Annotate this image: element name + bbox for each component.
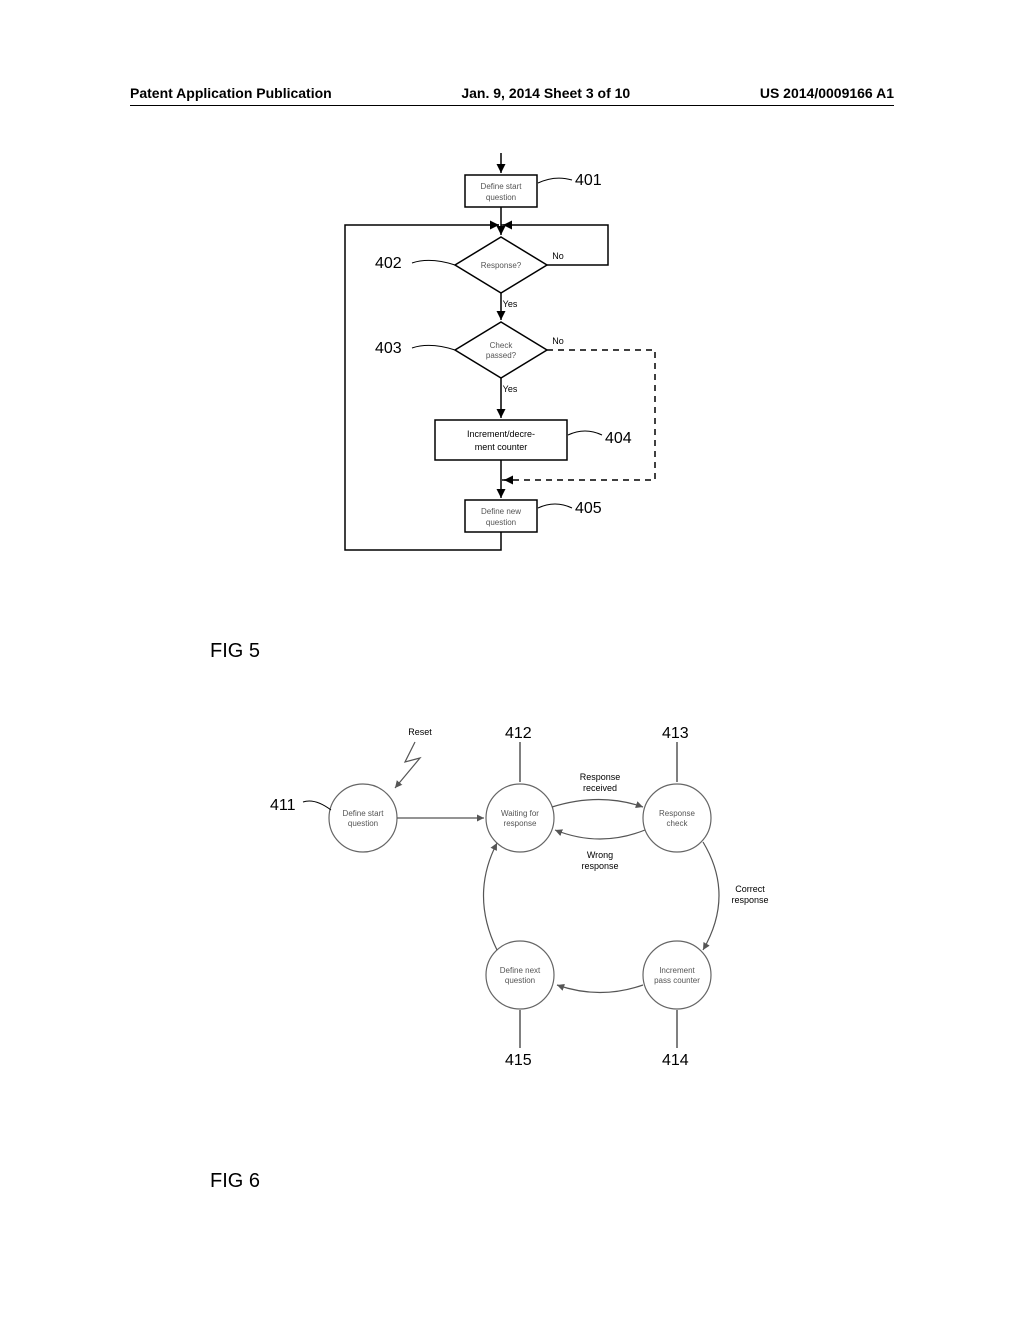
svg-text:Waiting for: Waiting for xyxy=(501,809,539,818)
node-415: Define next question xyxy=(486,941,554,1009)
svg-text:Response: Response xyxy=(659,809,696,818)
fig5-label: FIG 5 xyxy=(210,640,260,663)
svg-text:question: question xyxy=(486,193,516,202)
fig6-statediagram: Reset Define start question 411 Waiting … xyxy=(245,710,805,1140)
ref-415: 415 xyxy=(505,1052,532,1069)
node-411: Define start question xyxy=(329,784,397,852)
svg-text:response: response xyxy=(504,819,537,828)
svg-text:pass counter: pass counter xyxy=(654,976,700,985)
header-rule xyxy=(130,105,894,106)
node-404: Increment/decre- ment counter xyxy=(435,420,567,460)
ref-402: 402 xyxy=(375,255,402,272)
svg-text:Check: Check xyxy=(490,341,514,350)
edge-413-414-label2: response xyxy=(731,895,768,905)
reset-arrow xyxy=(395,742,420,788)
edge-412-413 xyxy=(552,800,643,808)
ref-404: 404 xyxy=(605,430,632,447)
svg-text:Define start: Define start xyxy=(481,182,523,191)
edge-413-414 xyxy=(703,842,719,950)
fig6-label: FIG 6 xyxy=(210,1170,260,1193)
ref-leader-403 xyxy=(412,345,455,350)
page-header: Patent Application Publication Jan. 9, 2… xyxy=(130,85,894,101)
ref-leader-402 xyxy=(412,260,455,265)
ref-414: 414 xyxy=(662,1052,689,1069)
header-left: Patent Application Publication xyxy=(130,85,332,101)
ref-leader-405 xyxy=(538,504,572,508)
ref-412: 412 xyxy=(505,725,532,742)
edge-412-413-label2: received xyxy=(583,783,617,793)
svg-text:Define new: Define new xyxy=(481,507,521,516)
svg-text:passed?: passed? xyxy=(486,351,517,360)
ref-413: 413 xyxy=(662,725,689,742)
node-401: Define start question xyxy=(465,175,537,207)
reset-label: Reset xyxy=(408,727,432,737)
ref-leader-401 xyxy=(538,178,572,183)
label-403-yes: Yes xyxy=(503,384,518,394)
svg-text:question: question xyxy=(348,819,378,828)
node-412: Waiting for response xyxy=(486,784,554,852)
edge-414-415 xyxy=(557,985,643,993)
svg-text:Increment/decre-: Increment/decre- xyxy=(467,429,535,439)
ref-405: 405 xyxy=(575,500,602,517)
ref-401: 401 xyxy=(575,172,602,189)
header-right: US 2014/0009166 A1 xyxy=(760,85,894,101)
edge-412-413-label1: Response xyxy=(580,772,621,782)
edge-413-412-label2: response xyxy=(581,861,618,871)
svg-text:Define next: Define next xyxy=(500,966,541,975)
svg-text:check: check xyxy=(667,819,689,828)
ref-411: 411 xyxy=(270,797,296,814)
node-414: Increment pass counter xyxy=(643,941,711,1009)
edge-405-loop xyxy=(345,225,501,550)
header-center: Jan. 9, 2014 Sheet 3 of 10 xyxy=(461,85,630,101)
svg-text:question: question xyxy=(505,976,535,985)
svg-text:Response?: Response? xyxy=(481,261,522,270)
label-402-yes: Yes xyxy=(503,299,518,309)
label-402-no: No xyxy=(552,251,564,261)
svg-text:Increment: Increment xyxy=(659,966,695,975)
edge-415-412 xyxy=(484,843,498,950)
edge-413-412 xyxy=(555,830,645,839)
node-413: Response check xyxy=(643,784,711,852)
ref-403: 403 xyxy=(375,340,402,357)
node-405: Define new question xyxy=(465,500,537,532)
fig5-flowchart: Define start question 401 Response? 402 … xyxy=(320,145,760,615)
edge-413-412-label1: Wrong xyxy=(587,850,613,860)
ref-leader-404 xyxy=(568,431,602,435)
node-402: Response? xyxy=(455,237,547,293)
svg-text:Define start: Define start xyxy=(343,809,385,818)
label-403-no: No xyxy=(552,336,564,346)
edge-413-414-label1: Correct xyxy=(735,884,765,894)
svg-text:ment counter: ment counter xyxy=(475,442,528,452)
ref-leader-411 xyxy=(303,801,331,810)
svg-text:question: question xyxy=(486,518,516,527)
node-403: Check passed? xyxy=(455,322,547,378)
